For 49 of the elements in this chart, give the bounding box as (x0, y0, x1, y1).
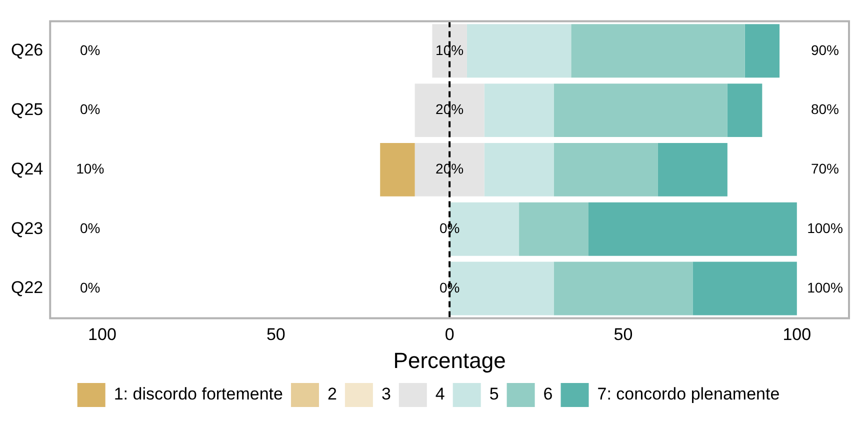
legend-label: 2 (327, 384, 337, 404)
bar (519, 202, 588, 256)
annotation: 0% (80, 101, 100, 118)
y-tick-label: Q22 (10, 278, 44, 298)
annotation: 80% (810, 101, 840, 118)
y-tick-label: Q24 (10, 159, 44, 178)
y-tick-label: Q25 (10, 100, 44, 119)
bar (414, 84, 484, 138)
y-tick-label: Q26 (10, 40, 44, 60)
bar (414, 142, 484, 196)
bar (554, 84, 728, 138)
bar (571, 24, 745, 78)
annotation: 20% (436, 101, 464, 118)
annotation: 0% (80, 220, 100, 236)
x-tick-label: 100 (782, 325, 812, 344)
x-tick-label: 0 (444, 325, 454, 344)
bar (380, 142, 415, 196)
bar (692, 262, 797, 316)
x-axis-title: Percentage (393, 348, 506, 373)
annotation: 0% (439, 279, 460, 296)
legend-label: 4 (435, 384, 445, 404)
bar (466, 24, 572, 78)
bar (744, 24, 780, 78)
bar (588, 202, 797, 256)
bar (484, 142, 554, 196)
annotation: 20% (436, 160, 464, 177)
legend-label: 7: concordo plenamente (597, 384, 780, 404)
annotation: 10% (76, 160, 104, 177)
annotation: 70% (810, 160, 840, 177)
annotation: 100% (807, 279, 843, 296)
bar (554, 262, 693, 316)
bar (554, 142, 658, 196)
annotation: 0% (80, 279, 100, 296)
x-tick-label: 100 (88, 325, 116, 344)
annotation: 0% (439, 220, 460, 236)
bar (727, 84, 762, 138)
legend-label: 3 (381, 384, 391, 404)
bar (658, 142, 728, 196)
annotation: 100% (807, 220, 843, 236)
bar (432, 24, 467, 78)
y-tick-label: Q23 (10, 218, 44, 238)
bar (484, 84, 554, 138)
x-tick-label: 50 (614, 325, 633, 344)
legend-label: 6 (543, 384, 553, 404)
legend-label: 1: discordo fortemente (114, 384, 283, 404)
annotation: 90% (810, 42, 840, 58)
x-tick-label: 50 (266, 325, 286, 344)
annotation: 0% (80, 42, 100, 58)
legend-label: 5 (489, 384, 499, 404)
